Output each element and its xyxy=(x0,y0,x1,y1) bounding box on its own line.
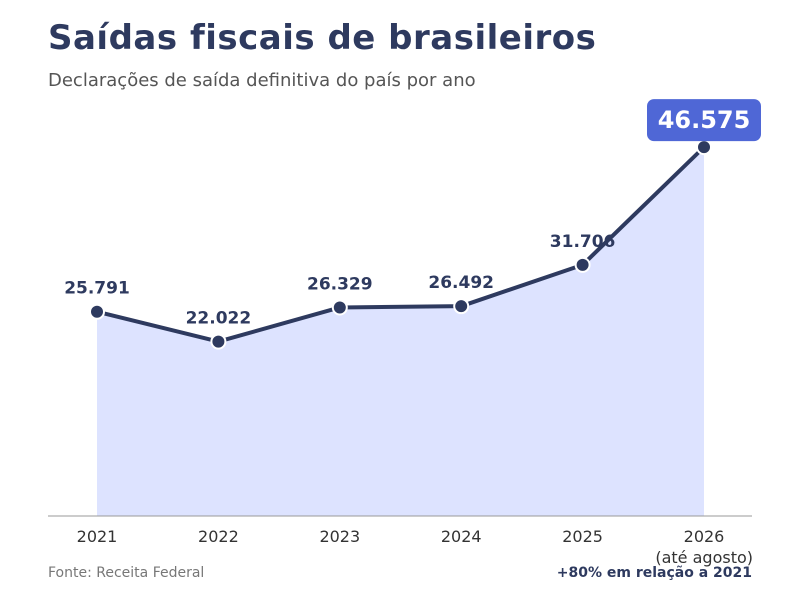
highlight-label-box xyxy=(647,99,761,142)
data-label-2023: 26.329 xyxy=(307,274,373,294)
growth-note: +80% em relação a 2021 xyxy=(556,565,752,581)
data-point-2023 xyxy=(331,299,348,316)
data-label-2021: 25.791 xyxy=(64,279,130,299)
chart-subtitle: Declarações de saída definitiva do país … xyxy=(48,70,476,91)
data-point-2026 xyxy=(696,139,712,156)
chart-title: Saídas fiscais de brasileiros xyxy=(48,18,597,58)
x-tick-label-2025: 2025 xyxy=(562,527,603,546)
x-tick-sublabel-2026: (até agosto) xyxy=(655,548,753,567)
series-line xyxy=(95,145,706,344)
data-point-2024 xyxy=(453,298,470,315)
x-tick-label-2021: 2021 xyxy=(77,527,118,546)
x-tick-label-2023: 2023 xyxy=(319,527,360,546)
data-point-2021 xyxy=(89,303,105,320)
data-label-2026: 46.575 xyxy=(658,106,751,134)
data-point-2022 xyxy=(210,333,227,350)
x-tick-label-2022: 2022 xyxy=(198,527,239,546)
x-tick-label-2024: 2024 xyxy=(441,527,482,546)
source-note: Fonte: Receita Federal xyxy=(48,565,205,581)
x-tick-label-2026: 2026 xyxy=(684,527,725,546)
area-fill xyxy=(97,147,704,516)
data-label-2025: 31.706 xyxy=(550,232,616,252)
data-label-2022: 22.022 xyxy=(186,309,252,329)
data-point-2025 xyxy=(574,256,591,273)
data-label-2024: 26.492 xyxy=(428,273,494,293)
